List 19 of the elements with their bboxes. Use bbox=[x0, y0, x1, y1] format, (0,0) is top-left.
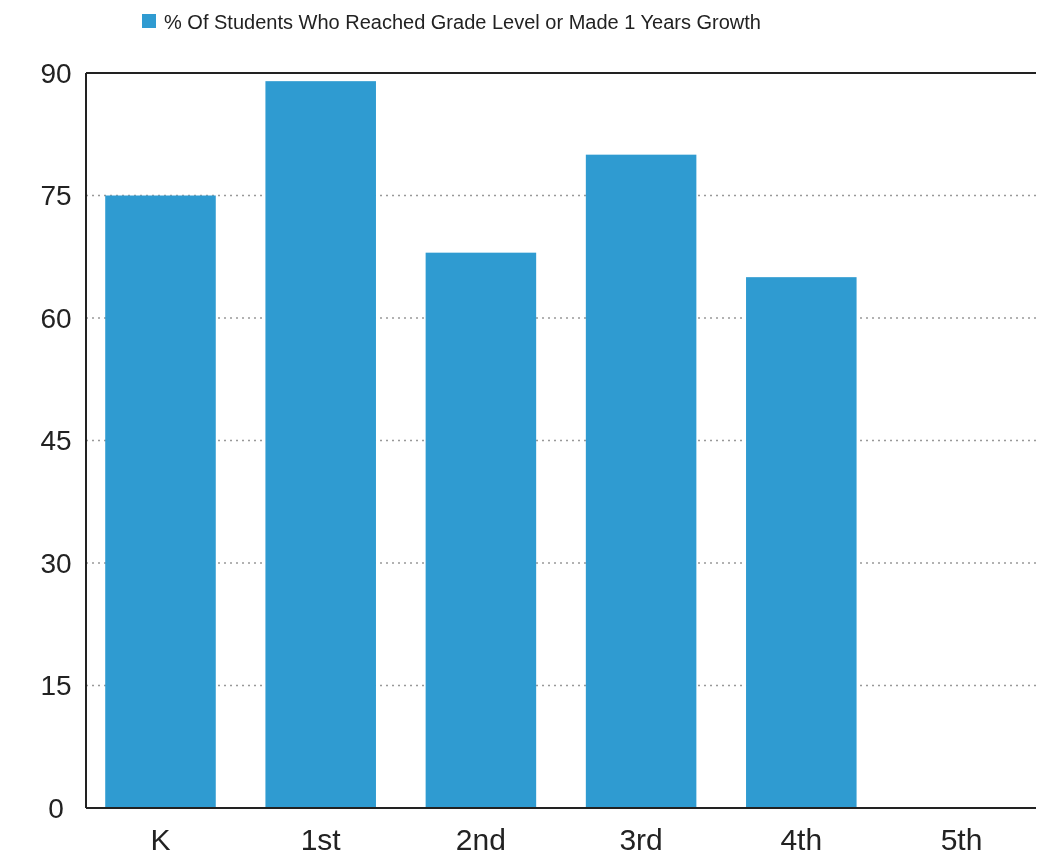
x-tick-label: 4th bbox=[780, 823, 823, 856]
y-tick-label: 75 bbox=[40, 180, 72, 212]
y-tick-label: 15 bbox=[40, 670, 72, 702]
bar bbox=[746, 277, 857, 808]
x-tick-label: 2nd bbox=[455, 823, 506, 856]
bar bbox=[585, 154, 697, 808]
y-tick-label: 60 bbox=[40, 302, 72, 334]
y-tick-label: 30 bbox=[40, 547, 72, 579]
y-tick-label: 0 bbox=[48, 792, 64, 824]
bar bbox=[425, 252, 537, 808]
bar bbox=[105, 195, 216, 808]
x-tick-label: K bbox=[150, 823, 171, 856]
y-tick-label: 45 bbox=[40, 425, 72, 457]
bar bbox=[265, 81, 376, 808]
y-tick-label: 90 bbox=[40, 57, 72, 89]
x-tick-label: 5th bbox=[940, 823, 983, 856]
x-tick-label: 1st bbox=[300, 823, 342, 856]
x-tick-label: 3rd bbox=[619, 823, 663, 856]
legend-label: % Of Students Who Reached Grade Level or Made 1 Years Growth bbox=[164, 11, 761, 33]
